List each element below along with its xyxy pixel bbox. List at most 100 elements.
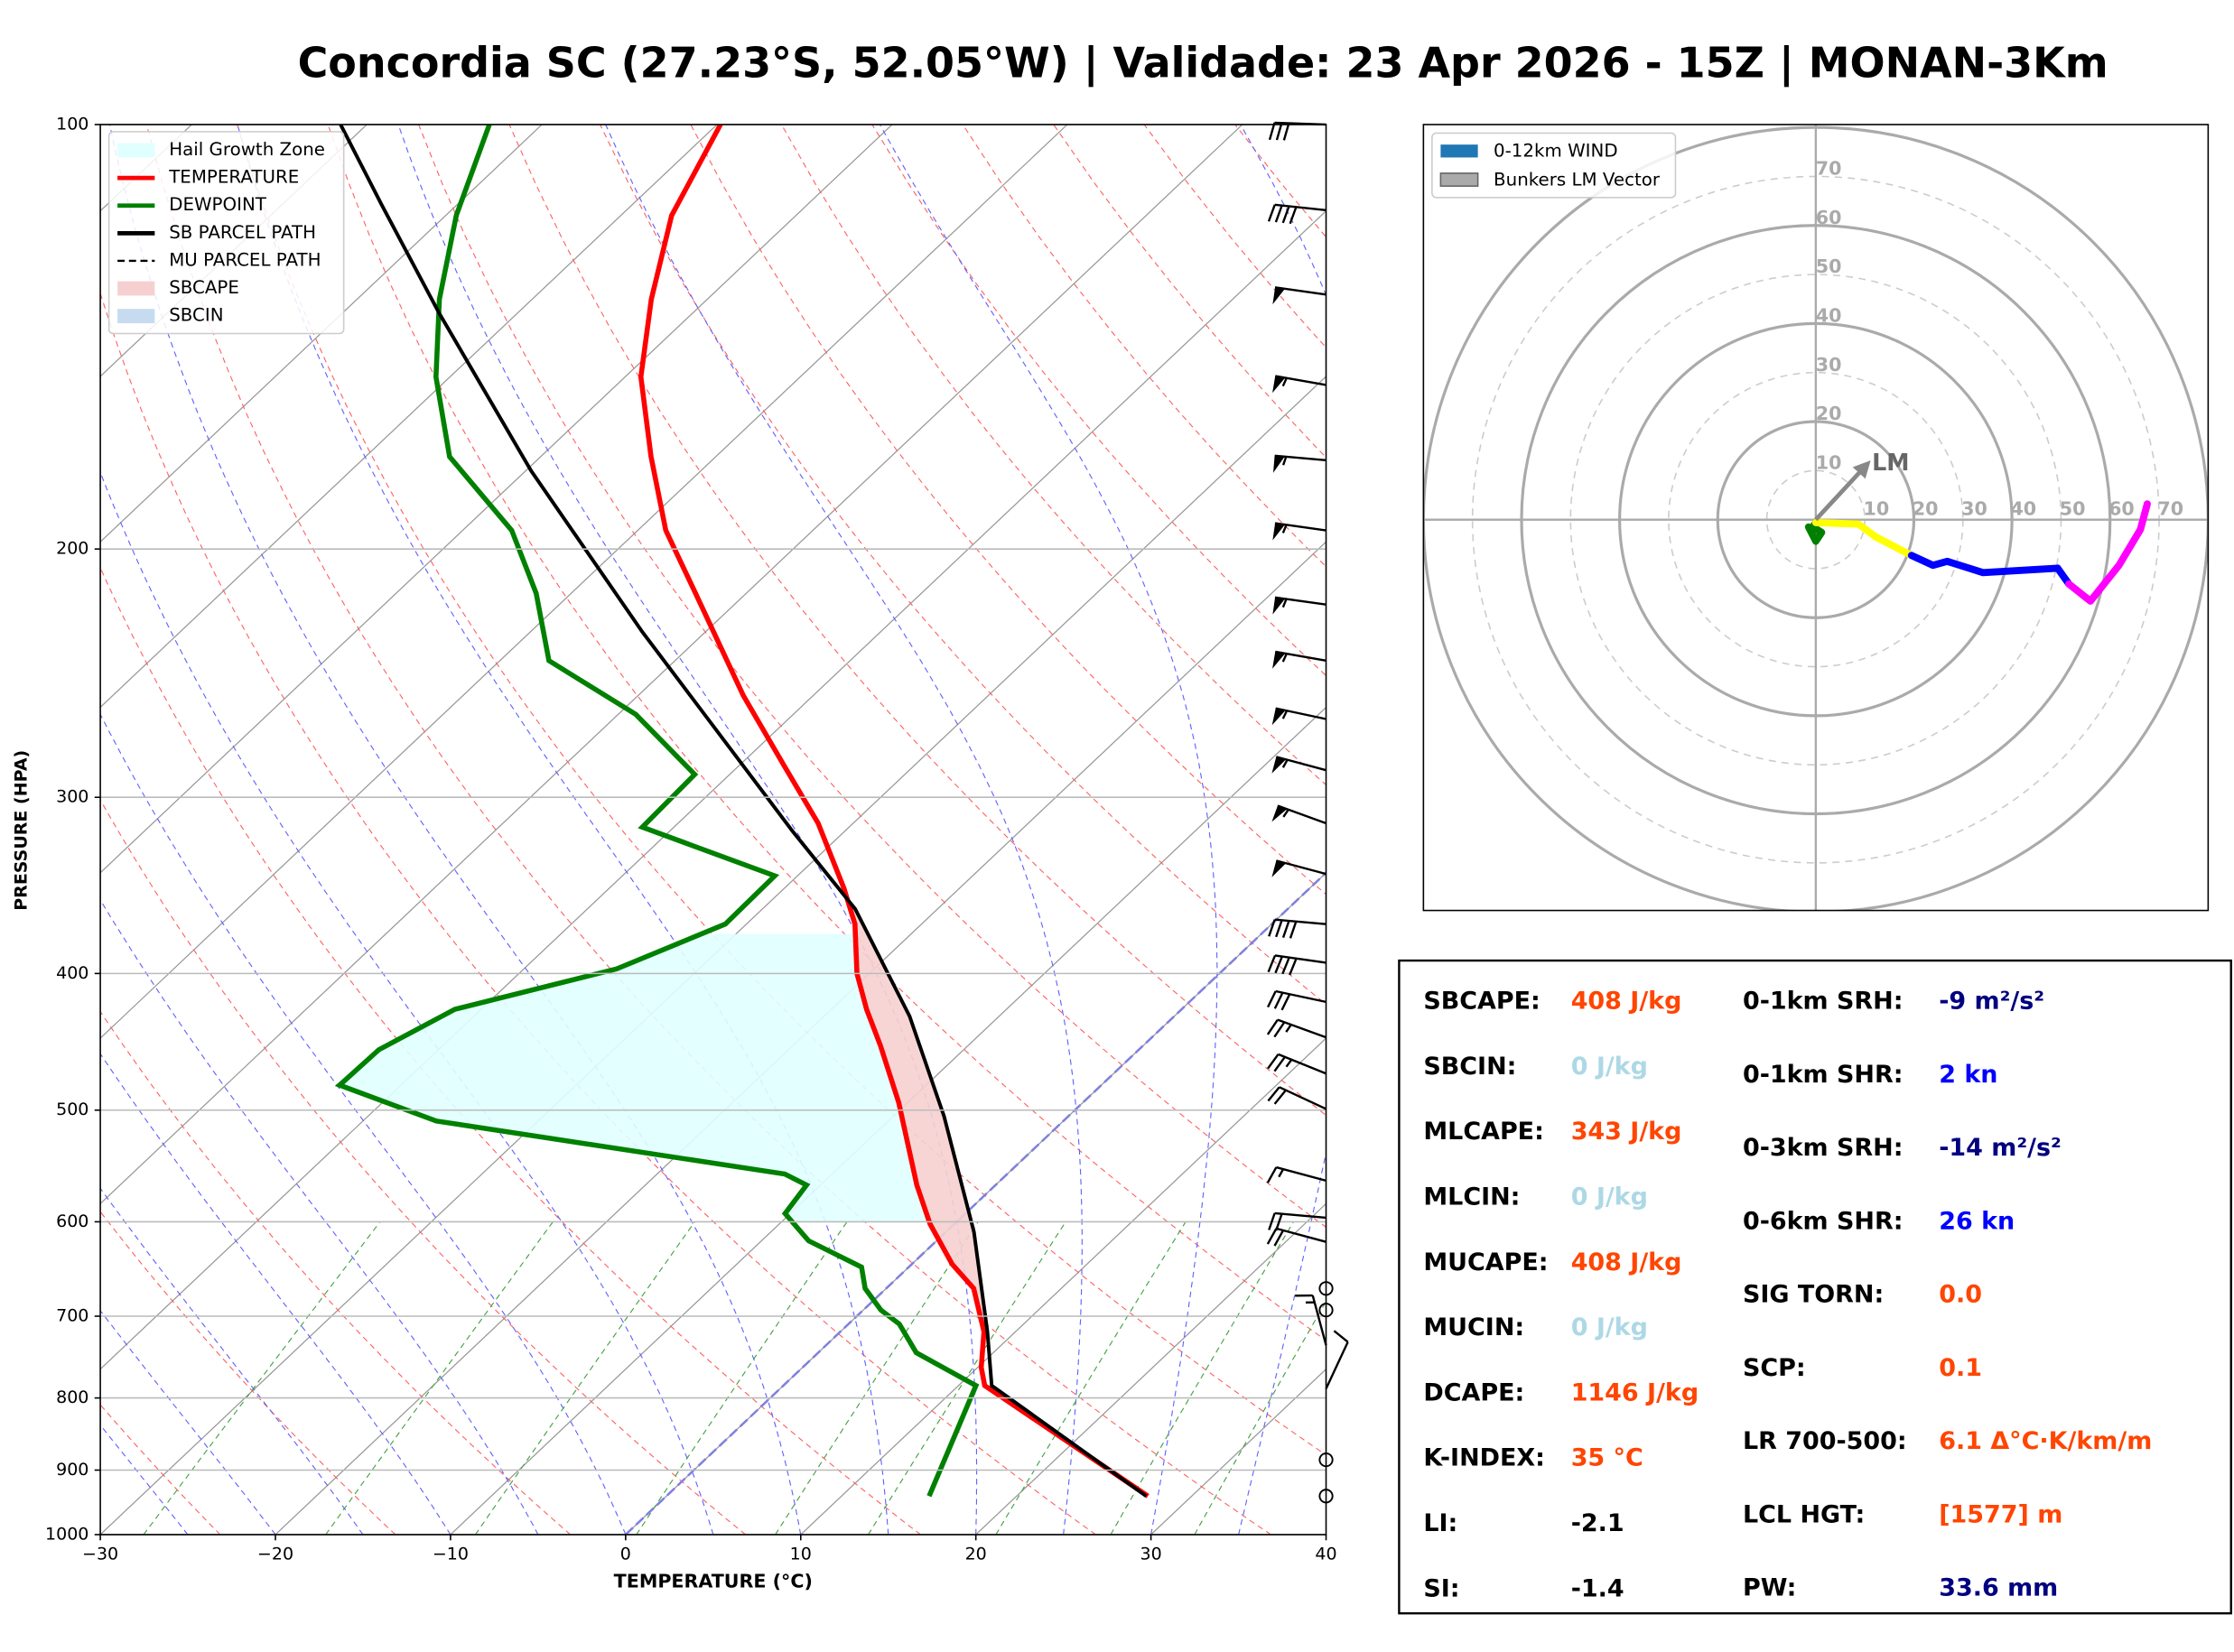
legend-box [1431, 132, 1677, 199]
barb-shaft [1276, 1227, 1326, 1243]
x-tick-label: 20 [965, 1545, 987, 1564]
index-label: SBCAPE: [1423, 988, 1540, 1016]
barb-flag [1271, 860, 1287, 877]
y-tick-label: 800 [56, 1387, 88, 1407]
barb-full [1267, 1086, 1280, 1102]
ring-label: 30 [1816, 354, 1842, 376]
page-title: Concordia SC (27.23°S, 52.05°W) | Valida… [298, 38, 2108, 88]
barb-shaft [1276, 859, 1326, 876]
isotherm [450, 706, 1326, 1535]
dry-adiabat [145, 124, 1271, 1535]
barb-flag [1273, 455, 1285, 473]
barb-shaft [1278, 1053, 1326, 1075]
index-value: -14 m²/s² [1939, 1134, 2062, 1162]
mixing-ratio-line [995, 1221, 1187, 1535]
wind-barb [1267, 203, 1326, 225]
mixing-ratio-line [143, 1221, 381, 1535]
barb-flag [1271, 756, 1287, 774]
barb-shaft [1274, 918, 1326, 925]
index-value: -9 m²/s² [1939, 988, 2044, 1016]
barb-full [1273, 992, 1284, 1009]
y-tick-label: 100 [56, 114, 88, 134]
index-value: 26 kn [1939, 1207, 2015, 1235]
legend-swatch [117, 281, 155, 296]
x-axis-label: TEMPERATURE (°C) [614, 1570, 813, 1592]
barb-flag [1272, 287, 1286, 305]
wind-barb [1268, 918, 1326, 939]
barb-full [1281, 206, 1290, 224]
barb-shaft [1274, 954, 1326, 964]
barb-full [1280, 993, 1291, 1011]
moist-adiabat [100, 470, 714, 1535]
dry-adiabat [100, 292, 1096, 1535]
moist-adiabat [100, 1053, 451, 1535]
barb-full [1267, 955, 1277, 973]
barb-shaft [1275, 375, 1326, 386]
wind-barb [1266, 1018, 1326, 1039]
barb-full [1268, 1212, 1276, 1230]
barb-shaft [1275, 707, 1326, 720]
index-label: LCL HGT: [1743, 1500, 1865, 1528]
storm-vector-label: LM [1872, 449, 1909, 476]
ring-label: 10 [1816, 451, 1842, 473]
barb-half [1282, 809, 1289, 818]
moist-adiabat [100, 713, 627, 1535]
x-tick-label: −10 [433, 1545, 469, 1564]
wind-calm [1318, 1281, 1334, 1296]
isotherm [100, 209, 1326, 1370]
barb-half [1285, 1059, 1293, 1068]
barb-half [1281, 377, 1288, 387]
mixing-ratio-line [775, 1221, 979, 1535]
legend-label: 0-12km WIND [1494, 141, 1618, 162]
index-value: 0.0 [1939, 1281, 1982, 1309]
barb-flag [1271, 708, 1286, 726]
barb-shaft [1277, 1018, 1326, 1039]
y-tick-label: 500 [56, 1100, 88, 1119]
barb-half [1281, 456, 1288, 466]
wind-barb [1266, 1227, 1326, 1247]
isotherm [100, 124, 368, 377]
wind-barb [1271, 859, 1326, 877]
index-label: SCP: [1743, 1354, 1806, 1382]
barb-full [1273, 1089, 1287, 1105]
moist-adiabat [397, 124, 978, 1535]
wind-barb [1272, 286, 1326, 305]
legend-swatch [117, 309, 155, 324]
ring-label: 60 [1816, 207, 1842, 228]
barb-full [1266, 1018, 1279, 1035]
ring-label: 60 [2108, 498, 2135, 520]
barb-shaft [1311, 1295, 1327, 1346]
x-tick-label: 40 [1315, 1545, 1336, 1564]
barb-full [1281, 957, 1290, 975]
wind-calm [1318, 1303, 1334, 1318]
barb-full [1267, 990, 1277, 1008]
y-tick-label: 1000 [45, 1524, 88, 1544]
wind-barb [1267, 1086, 1327, 1110]
barb-full [1266, 1228, 1278, 1245]
wind-barb [1271, 804, 1326, 825]
barb-full [1333, 1330, 1349, 1343]
index-label: K-INDEX: [1423, 1444, 1545, 1472]
storm-vector [1814, 460, 1871, 522]
barb-flag [1271, 805, 1288, 822]
index-label: MUCAPE: [1423, 1248, 1548, 1276]
x-tick-label: −20 [257, 1545, 293, 1564]
shaded-layer [850, 908, 988, 1332]
legend-label: DEWPOINT [169, 194, 267, 215]
wind-barb [1271, 707, 1326, 726]
ring-label: 20 [1816, 403, 1842, 424]
barb-full [1289, 206, 1298, 225]
index-value: -2.1 [1571, 1509, 1624, 1537]
barb-full [1267, 204, 1276, 222]
index-label: 0-1km SRH: [1743, 988, 1903, 1016]
barb-full [1275, 122, 1283, 141]
barb-full [1289, 958, 1298, 976]
index-label: SI: [1423, 1574, 1459, 1602]
index-value: -1.4 [1571, 1574, 1624, 1602]
barb-full [1281, 920, 1290, 938]
wind-barb [1273, 454, 1326, 473]
index-value: 343 J/kg [1571, 1118, 1682, 1146]
isotherm [100, 124, 1243, 1205]
hodograph-plot: LM [1423, 124, 2209, 911]
hodograph-trace [1811, 519, 1915, 560]
